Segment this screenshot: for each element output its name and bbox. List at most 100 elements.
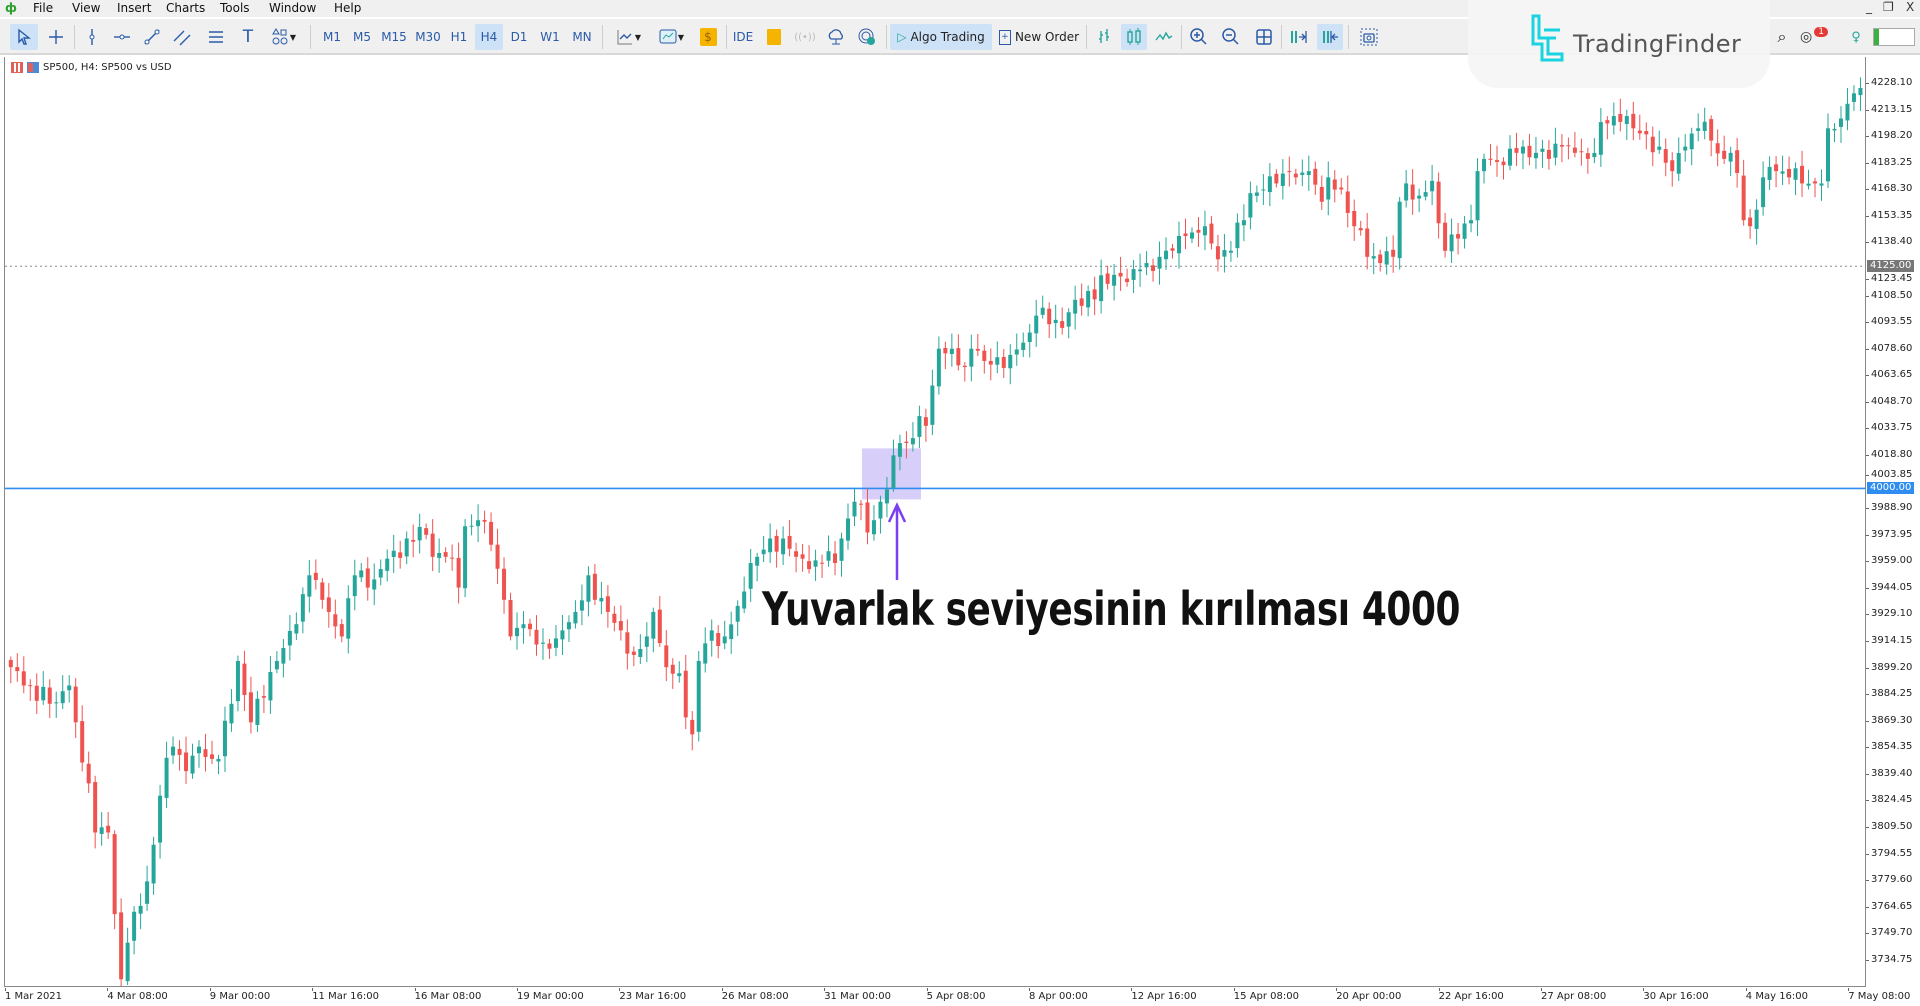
signals-button[interactable]: ((•)) xyxy=(789,24,821,50)
candle-body xyxy=(1306,171,1311,175)
price-tick-label: 4228.10 xyxy=(1865,77,1912,89)
candle-body xyxy=(443,552,448,557)
horizontal-line-button[interactable] xyxy=(110,24,134,50)
chart-shift-button[interactable] xyxy=(1317,24,1343,50)
close-button[interactable]: X xyxy=(1906,0,1915,14)
notifications-button[interactable]: ◎ 1 xyxy=(1800,24,1838,50)
menu-tools[interactable]: Tools xyxy=(220,1,250,15)
bar-chart-button[interactable] xyxy=(1092,24,1116,50)
menu-insert[interactable]: Insert xyxy=(117,1,152,15)
timeframe-m5[interactable]: M5 xyxy=(353,30,371,44)
chart-type-button[interactable]: ▼ xyxy=(610,24,646,50)
auto-scroll-icon xyxy=(1291,31,1307,43)
shapes-button[interactable]: ▼ xyxy=(266,24,300,50)
candle-body xyxy=(1585,153,1590,159)
templates-button[interactable]: ▼ xyxy=(652,24,690,50)
candle-body xyxy=(716,633,721,646)
app-icon: ф xyxy=(5,1,17,15)
candle-body xyxy=(1618,113,1623,122)
screenshot-button[interactable] xyxy=(1356,24,1382,50)
zoom-out-button[interactable] xyxy=(1219,24,1243,50)
zoom-in-button[interactable] xyxy=(1187,24,1211,50)
price-tick-label: 3749.70 xyxy=(1865,927,1912,939)
shop-button[interactable] xyxy=(763,24,785,50)
time-axis[interactable]: 1 Mar 2021 4 Mar 08:00 9 Mar 00:00 11 Mar 1… xyxy=(0,988,1920,1006)
timeframe-m1[interactable]: M1 xyxy=(323,30,341,44)
menu-help[interactable]: Help xyxy=(334,1,362,15)
new-order-button[interactable]: + New Order xyxy=(997,24,1081,50)
price-tick-label: 4198.20 xyxy=(1865,130,1912,142)
candle-body xyxy=(1741,175,1746,221)
select-cursor-button[interactable] xyxy=(10,24,38,50)
time-tick-label: 31 Mar 00:00 xyxy=(824,988,891,1002)
menu-view[interactable]: View xyxy=(72,1,101,15)
chart-window-icon xyxy=(11,62,23,73)
candle-body xyxy=(1345,191,1350,213)
vps-button[interactable] xyxy=(824,24,848,50)
candle-body xyxy=(463,526,468,589)
price-tick-text: 4138.40 xyxy=(1871,236,1913,248)
candle-body xyxy=(99,827,104,834)
timeframe-mn[interactable]: MN xyxy=(572,30,592,44)
time-tick-label: 30 Apr 16:00 xyxy=(1643,988,1709,1002)
timeframe-m30[interactable]: M30 xyxy=(415,30,441,44)
tile-windows-button[interactable] xyxy=(1252,24,1276,50)
candle-body xyxy=(171,746,176,756)
candle-body xyxy=(930,385,935,425)
minimize-button[interactable]: _ xyxy=(1866,0,1872,14)
price-tick-text: 3869.30 xyxy=(1871,714,1913,726)
trendline-button[interactable] xyxy=(140,24,164,50)
search-button[interactable]: ⌕ xyxy=(1770,24,1794,50)
candle-body xyxy=(229,703,234,724)
candle-body xyxy=(339,624,344,637)
menu-window[interactable]: Window xyxy=(269,1,317,15)
candle-body xyxy=(34,685,39,701)
timeframe-w1[interactable]: W1 xyxy=(540,30,560,44)
candle-body xyxy=(566,622,571,630)
candle-body xyxy=(1806,183,1811,186)
line-chart-icon xyxy=(617,30,632,45)
timeframe-d1[interactable]: D1 xyxy=(510,30,528,44)
candle-body xyxy=(651,611,656,639)
timeframe-h4[interactable]: H4 xyxy=(475,24,503,50)
candle-body xyxy=(216,758,221,762)
candle-body xyxy=(508,599,513,637)
price-tick-text: 3914.15 xyxy=(1871,634,1913,646)
community-button[interactable] xyxy=(855,24,879,50)
crosshair-button[interactable] xyxy=(44,24,68,50)
market-button[interactable]: $ xyxy=(697,24,719,50)
candle-body xyxy=(411,539,416,542)
price-tick-label: 3809.50 xyxy=(1865,821,1912,833)
candle-body xyxy=(1598,122,1603,155)
candle-body xyxy=(1196,229,1201,233)
price-tick-text: 4033.75 xyxy=(1871,422,1913,434)
candlestick-button[interactable] xyxy=(1121,24,1147,50)
candle-body xyxy=(897,443,902,457)
price-axis[interactable]: 4228.10 4213.15 4198.20 4183.25 4168.30 4153.… xyxy=(1865,57,1920,987)
annotation-arrow-head xyxy=(887,502,907,523)
restore-button[interactable]: ❐ xyxy=(1883,0,1894,14)
candle-body xyxy=(1559,145,1564,147)
candle-body xyxy=(80,721,85,763)
signal-strength-button[interactable]: ♀ xyxy=(1846,24,1866,50)
fibonacci-button[interactable] xyxy=(204,24,228,50)
text-button[interactable]: T xyxy=(236,24,260,50)
timeframe-m15[interactable]: M15 xyxy=(381,30,407,44)
candle-body xyxy=(8,660,13,668)
channel-button[interactable] xyxy=(170,24,194,50)
candle-body xyxy=(547,643,552,649)
timeframe-h1[interactable]: H1 xyxy=(450,30,468,44)
vertical-line-button[interactable] xyxy=(80,24,104,50)
candle-body xyxy=(1215,246,1220,260)
auto-scroll-button[interactable] xyxy=(1286,24,1310,50)
chart-area[interactable]: SP500, H4: SP500 vs USD xyxy=(4,57,1866,987)
price-tick-text: 4078.60 xyxy=(1871,342,1913,354)
menu-charts[interactable]: Charts xyxy=(166,1,206,15)
algo-trading-button[interactable]: ▷ Algo Trading xyxy=(890,24,992,50)
ide-button[interactable]: IDE xyxy=(732,30,754,44)
line-chart-button[interactable] xyxy=(1152,24,1176,50)
menu-file[interactable]: File xyxy=(33,1,54,15)
candle-body xyxy=(1501,161,1506,166)
bid-price-badge: 4125.00 xyxy=(1867,260,1915,273)
price-tick-label: 3764.65 xyxy=(1865,901,1912,913)
